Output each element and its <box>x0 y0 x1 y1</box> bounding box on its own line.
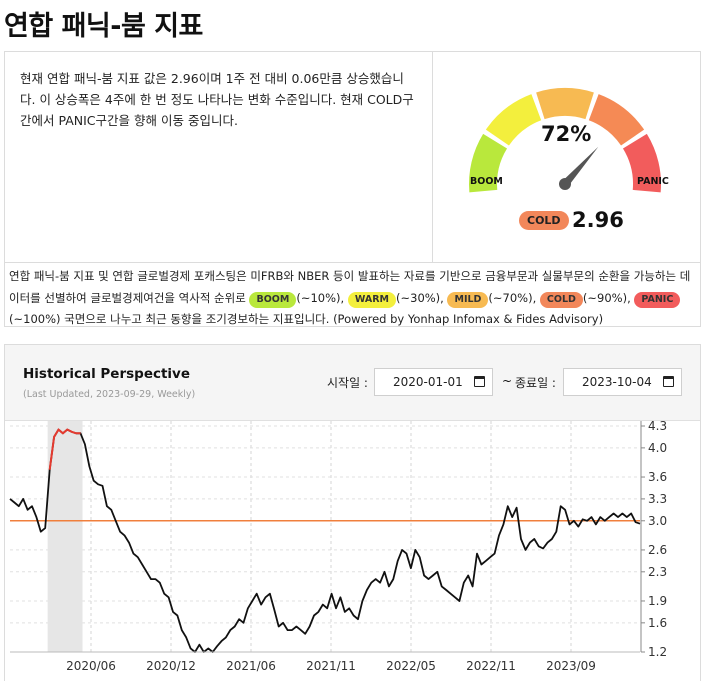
peak-highlight-line <box>48 428 81 470</box>
cold-range: (~90%), <box>582 290 631 305</box>
gauge-segment <box>469 133 508 193</box>
page-title: 연합 패닉-붐 지표 <box>4 11 203 42</box>
warm-range: (~30%), <box>396 290 448 305</box>
gauge-panel: 72% BOOM PANIC COLD 2.96 <box>433 52 700 263</box>
peak-shaded-region <box>47 421 83 652</box>
last-updated: (Last Updated, 2023-09-29, Weekly) <box>23 389 196 400</box>
y-tick-label: 3.0 <box>648 514 667 528</box>
gauge-boom-label: BOOM <box>470 176 503 187</box>
warm-badge: WARM <box>347 291 396 308</box>
historical-title: Historical Perspective <box>23 366 191 382</box>
y-tick-label: 3.3 <box>648 492 667 506</box>
y-tick-label: 1.2 <box>648 645 667 659</box>
indicator-description: 연합 패닉-붐 지표 및 연합 글로벌경제 포캐스팅은 미FRB와 NBER 등… <box>9 266 699 331</box>
gauge-panic-label: PANIC <box>637 176 669 187</box>
historical-header: Historical Perspective (Last Updated, 20… <box>5 345 700 421</box>
x-tick-label: 2020/06 <box>66 659 116 673</box>
y-tick-label: 1.9 <box>648 594 667 608</box>
gauge-needle <box>559 146 599 190</box>
summary-text: 현재 연합 패닉-붐 지표 값은 2.96이며 1주 전 대비 0.06만큼 상… <box>20 71 414 128</box>
gauge-segment <box>588 94 645 146</box>
start-date-label: 시작일 : <box>327 376 368 390</box>
gauge-segment <box>622 133 661 193</box>
panic-badge: PANIC <box>634 291 681 308</box>
y-tick-label: 4.0 <box>648 441 667 455</box>
mild-range: (~70%), <box>488 290 540 305</box>
index-value: 2.96 <box>572 208 624 232</box>
cold-badge: COLD <box>539 291 583 308</box>
series-line <box>9 428 641 653</box>
historical-card: Historical Perspective (Last Updated, 20… <box>4 344 701 681</box>
start-date-value: 2020-01-01 <box>393 375 463 389</box>
y-tick-label: 4.3 <box>648 419 667 433</box>
status-badge: COLD <box>519 211 569 230</box>
y-tick-label: 2.3 <box>648 565 667 579</box>
calendar-icon[interactable] <box>474 376 485 387</box>
end-date-label: 종료일 : <box>515 376 556 390</box>
end-date-value: 2023-10-04 <box>582 375 652 389</box>
end-date-input[interactable]: 2023-10-04 <box>563 368 682 396</box>
y-tick-label: 2.6 <box>648 543 667 557</box>
y-tick-label: 3.6 <box>648 470 667 484</box>
x-tick-label: 2022/05 <box>386 659 436 673</box>
mild-badge: MILD <box>447 291 489 308</box>
description-text: 연합 패닉-붐 지표 및 연합 글로벌경제 포캐스팅은 미FRB와 NBER 등… <box>9 269 691 305</box>
summary-panel: 현재 연합 패닉-붐 지표 값은 2.96이며 1주 전 대비 0.06만큼 상… <box>5 52 433 263</box>
start-date-input[interactable]: 2020-01-01 <box>374 368 493 396</box>
x-tick-label: 2020/12 <box>146 659 196 673</box>
x-tick-label: 2023/09 <box>546 659 596 673</box>
gauge-segment <box>536 88 594 120</box>
gauge-percent: 72% <box>541 122 592 146</box>
x-tick-label: 2021/11 <box>306 659 356 673</box>
y-tick-label: 1.6 <box>648 616 667 630</box>
x-tick-label: 2022/11 <box>466 659 516 673</box>
gauge-segment <box>485 94 542 146</box>
gauge-meter <box>469 88 661 193</box>
panic-range: (~100%) 국면으로 나누고 최근 동향을 조기경보하는 지표입니다. (P… <box>9 312 604 326</box>
indicator-card: 현재 연합 패닉-붐 지표 값은 2.96이며 1주 전 대비 0.06만큼 상… <box>4 51 701 327</box>
boom-range: (~10%), <box>296 290 348 305</box>
date-range-separator: ~ <box>502 374 513 388</box>
x-tick-label: 2021/06 <box>226 659 276 673</box>
calendar-icon[interactable] <box>663 376 674 387</box>
boom-badge: BOOM <box>249 291 297 308</box>
